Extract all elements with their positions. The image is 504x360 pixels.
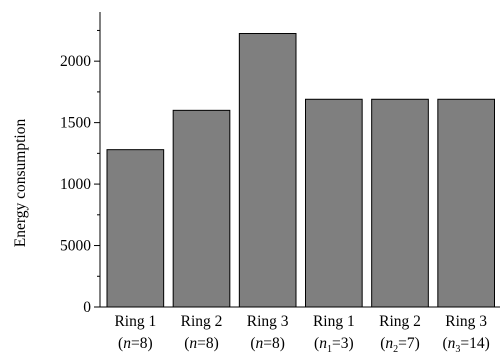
x-category-sublabel: (n2=7) (380, 335, 420, 355)
bar (437, 98, 496, 308)
y-tick-label: 1500 (60, 115, 91, 132)
x-category-sublabel: (n=8) (250, 335, 285, 352)
x-category-sublabel: (n=8) (118, 335, 153, 352)
x-category-label: Ring 2 (379, 313, 421, 330)
y-tick-label: 0 (83, 299, 91, 316)
y-tick-label: 2000 (60, 53, 91, 70)
x-category-sublabel: (n3=14) (443, 335, 490, 355)
x-category-sublabel: (n=8) (184, 335, 219, 352)
x-category-label: Ring 3 (445, 313, 487, 330)
y-tick-label: 5000 (60, 238, 91, 255)
y-tick-label: 1000 (60, 176, 91, 193)
x-category-label: Ring 2 (181, 313, 223, 330)
x-category-label: Ring 1 (313, 313, 355, 330)
bar (371, 98, 429, 308)
bar (238, 33, 297, 308)
bar (172, 109, 231, 308)
bar (305, 98, 363, 308)
y-axis-label: Energy consumption (12, 119, 29, 248)
x-category-label: Ring 3 (247, 313, 289, 330)
x-category-sublabel: (n1=3) (314, 335, 354, 355)
x-category-label: Ring 1 (114, 313, 156, 330)
bar (106, 149, 165, 308)
